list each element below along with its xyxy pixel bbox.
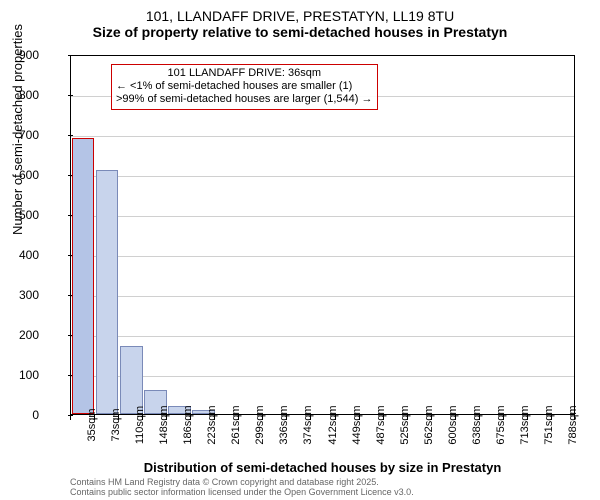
gridline (71, 376, 574, 377)
x-tick-mark (166, 415, 167, 420)
x-tick-mark (359, 415, 360, 420)
gridline (71, 296, 574, 297)
x-tick-mark (238, 415, 239, 420)
x-tick-mark (310, 415, 311, 420)
x-tick-mark (214, 415, 215, 420)
x-axis-title: Distribution of semi-detached houses by … (70, 460, 575, 475)
x-tick-label: 788sqm (567, 405, 579, 444)
x-tick-label: 675sqm (495, 405, 507, 444)
x-tick-label: 336sqm (278, 405, 290, 444)
chart-title-block: 101, LLANDAFF DRIVE, PRESTATYN, LL19 8TU… (0, 0, 600, 40)
x-tick-label: 487sqm (375, 405, 387, 444)
x-tick-mark (286, 415, 287, 420)
x-tick-mark (142, 415, 143, 420)
x-tick-label: 110sqm (134, 406, 146, 444)
footer-line-2: Contains public sector information licen… (70, 488, 414, 498)
x-tick-label: 299sqm (254, 405, 266, 444)
annotation-line-1: 101 LLANDAFF DRIVE: 36sqm (116, 67, 373, 80)
gridline (71, 336, 574, 337)
bar (72, 138, 95, 414)
x-tick-label: 562sqm (423, 405, 435, 444)
x-tick-mark (118, 415, 119, 420)
bar (96, 170, 119, 414)
annotation-line-3: >99% of semi-detached houses are larger … (116, 93, 373, 106)
title-main: 101, LLANDAFF DRIVE, PRESTATYN, LL19 8TU (0, 8, 600, 24)
x-tick-mark (94, 415, 95, 420)
y-tick-label: 900 (19, 48, 39, 62)
x-tick-mark (431, 415, 432, 420)
gridline (71, 256, 574, 257)
x-tick-label: 35sqm (86, 408, 98, 441)
x-tick-mark (383, 415, 384, 420)
bar (120, 346, 143, 414)
footer-attribution: Contains HM Land Registry data © Crown c… (70, 478, 414, 498)
x-tick-mark (479, 415, 480, 420)
x-tick-mark (551, 415, 552, 420)
x-tick-label: 412sqm (327, 405, 339, 444)
plot-area (71, 56, 574, 414)
y-tick-label: 100 (19, 368, 39, 382)
y-tick-label: 700 (19, 128, 39, 142)
y-tick-label: 400 (19, 248, 39, 262)
x-tick-label: 261sqm (230, 405, 242, 444)
x-tick-label: 751sqm (543, 405, 555, 444)
x-tick-label: 638sqm (471, 405, 483, 444)
annotation-box: 101 LLANDAFF DRIVE: 36sqm ← <1% of semi-… (111, 64, 378, 110)
x-tick-mark (190, 415, 191, 420)
y-tick-label: 200 (19, 328, 39, 342)
y-tick-label: 500 (19, 208, 39, 222)
x-tick-mark (503, 415, 504, 420)
gridline (71, 216, 574, 217)
gridline (71, 136, 574, 137)
x-tick-label: 374sqm (302, 405, 314, 444)
x-tick-mark (335, 415, 336, 420)
annotation-line-2: ← <1% of semi-detached houses are smalle… (116, 80, 373, 93)
x-tick-label: 713sqm (519, 405, 531, 444)
x-tick-mark (455, 415, 456, 420)
x-tick-mark (574, 415, 575, 420)
x-tick-label: 223sqm (206, 405, 218, 444)
y-tick-label: 300 (19, 288, 39, 302)
x-tick-label: 600sqm (447, 405, 459, 444)
x-tick-mark (70, 415, 71, 420)
y-tick-label: 800 (19, 88, 39, 102)
gridline (71, 176, 574, 177)
x-tick-mark (262, 415, 263, 420)
title-subtitle: Size of property relative to semi-detach… (0, 24, 600, 40)
x-tick-label: 148sqm (158, 405, 170, 444)
x-tick-label: 186sqm (182, 405, 194, 444)
chart-plot-area: 101 LLANDAFF DRIVE: 36sqm ← <1% of semi-… (70, 55, 575, 415)
x-tick-mark (407, 415, 408, 420)
x-tick-label: 449sqm (351, 405, 363, 444)
x-tick-mark (527, 415, 528, 420)
y-tick-label: 600 (19, 168, 39, 182)
y-tick-label: 0 (32, 408, 39, 422)
x-tick-label: 73sqm (110, 408, 122, 441)
x-tick-label: 525sqm (399, 405, 411, 444)
